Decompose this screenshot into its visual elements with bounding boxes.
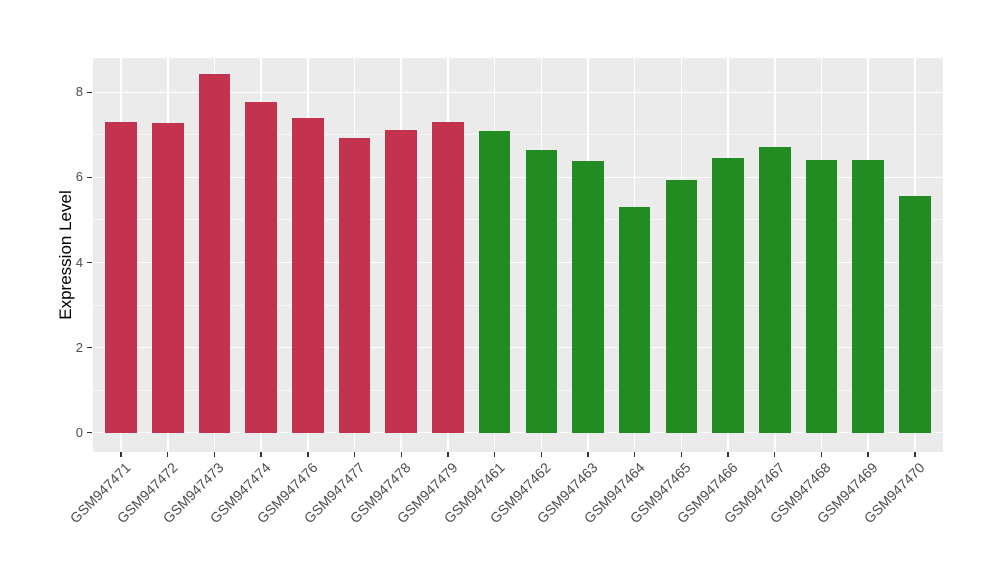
x-axis-tick xyxy=(493,452,496,457)
gridline-minor-h xyxy=(93,304,943,306)
x-axis-tick xyxy=(120,452,122,457)
bar-GSM947469 xyxy=(852,160,884,433)
x-axis-tick xyxy=(867,452,869,457)
bar-GSM947463 xyxy=(572,160,604,433)
bar-GSM947471 xyxy=(105,121,137,433)
gridline-major-h xyxy=(93,176,943,179)
bar-GSM947472 xyxy=(152,122,184,433)
y-axis-tick xyxy=(87,91,92,93)
gridline-minor-h xyxy=(93,389,943,391)
x-axis-tick xyxy=(633,452,636,457)
y-tick-label: 4 xyxy=(75,254,83,270)
x-axis-tick xyxy=(447,452,449,457)
x-axis-tick xyxy=(727,452,729,457)
x-axis-tick xyxy=(680,452,683,457)
x-axis-tick xyxy=(400,452,402,457)
bar-GSM947468 xyxy=(805,159,838,433)
x-axis-tick xyxy=(167,452,169,457)
y-tick-label: 8 xyxy=(75,84,83,100)
x-axis-tick xyxy=(774,452,776,457)
bar-GSM947476 xyxy=(292,117,324,433)
bar-GSM947478 xyxy=(385,130,417,433)
bar-GSM947473 xyxy=(198,74,231,433)
y-tick-label: 6 xyxy=(75,169,83,185)
gridline-minor-h xyxy=(93,219,943,221)
bar-GSM947467 xyxy=(759,146,791,433)
x-axis-tick xyxy=(587,452,589,457)
y-axis-tick xyxy=(87,176,92,179)
gridline-major-h xyxy=(93,91,943,94)
x-axis-tick xyxy=(353,452,356,457)
bar-GSM947466 xyxy=(712,157,744,433)
gridline-major-h xyxy=(93,346,943,349)
bar-GSM947470 xyxy=(899,196,931,433)
gridline-major-h xyxy=(93,431,943,434)
y-axis-tick xyxy=(87,346,92,349)
bar-GSM947465 xyxy=(665,179,698,433)
bar-GSM947479 xyxy=(432,121,464,433)
y-tick-label: 0 xyxy=(75,424,83,440)
x-axis-tick xyxy=(260,452,262,457)
x-axis-tick xyxy=(307,452,309,457)
gridline-major-h xyxy=(93,261,943,264)
bar-GSM947464 xyxy=(618,206,651,433)
chart-panel xyxy=(93,58,943,452)
bar-GSM947461 xyxy=(478,131,511,433)
x-axis-tick xyxy=(820,452,823,457)
bar-GSM947477 xyxy=(338,137,371,433)
bar-GSM947462 xyxy=(525,149,558,433)
gridline-minor-h xyxy=(93,134,943,136)
y-axis-tick xyxy=(87,261,92,264)
x-axis-tick xyxy=(914,452,916,457)
x-axis-tick xyxy=(213,452,216,457)
bar-GSM947474 xyxy=(245,102,277,433)
y-tick-label: 2 xyxy=(75,339,83,355)
y-axis-tick xyxy=(87,432,92,434)
x-axis-tick xyxy=(540,452,542,457)
